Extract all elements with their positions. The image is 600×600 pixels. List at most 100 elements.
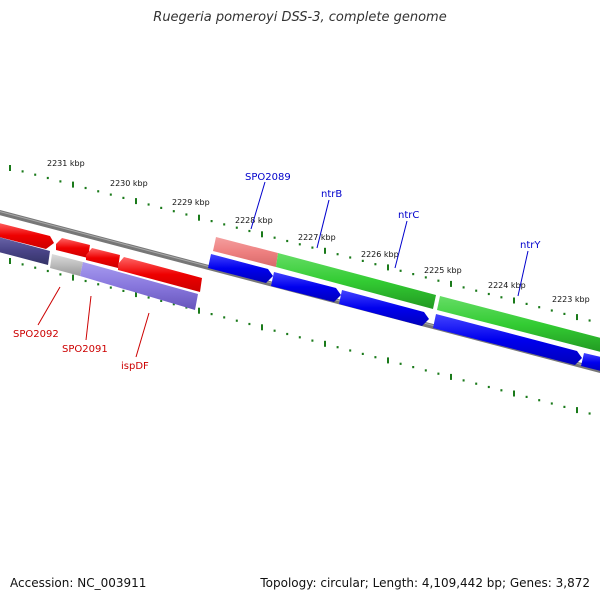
ruler-label: 2225 kbp <box>424 266 462 275</box>
reverse-strand-genes-lower <box>0 236 198 310</box>
gene-label-ntrC[interactable]: ntrC <box>398 210 419 221</box>
genome-summary-text: Topology: circular; Length: 4,109,442 bp… <box>260 576 590 590</box>
gene-label-ispDF[interactable]: ispDF <box>121 361 149 372</box>
leader-line <box>316 199 330 249</box>
ruler-minor-tick <box>563 312 566 315</box>
ruler-minor-tick <box>235 319 238 322</box>
ruler-minor-tick <box>412 273 415 276</box>
gene-arrow[interactable] <box>339 290 429 326</box>
ruler-minor-tick <box>21 170 24 173</box>
ruler-label: 2231 kbp <box>47 159 85 168</box>
ruler-minor-tick <box>374 263 377 266</box>
ruler-major-tick <box>450 373 452 380</box>
ruler-minor-tick <box>500 389 503 392</box>
gene-bar[interactable] <box>50 254 83 276</box>
ruler-major-tick <box>324 340 326 347</box>
ruler-minor-tick <box>361 352 364 355</box>
ruler-minor-tick <box>248 322 251 326</box>
forward-strand-genes-lower <box>208 254 600 372</box>
ruler-minor-tick <box>210 220 213 223</box>
gene-bar[interactable] <box>437 296 600 353</box>
ruler-major-tick <box>513 390 515 397</box>
gene-label-ntrB[interactable]: ntrB <box>321 189 342 200</box>
map-title: Ruegeria pomeroyi DSS-3, complete genome <box>153 10 447 25</box>
ruler-minor-tick <box>210 313 213 316</box>
ruler-minor-tick <box>84 279 87 283</box>
gene-label-SPO2089[interactable]: SPO2089 <box>245 172 291 183</box>
ruler-major-tick <box>72 274 74 281</box>
gene-bar[interactable] <box>0 236 50 265</box>
reverse-strand-genes-upper <box>0 222 202 292</box>
ruler-minor-tick <box>109 286 112 289</box>
gene-arrow[interactable] <box>581 353 600 372</box>
ruler-minor-tick <box>185 213 188 216</box>
gene-label-SPO2091[interactable]: SPO2091 <box>62 344 108 355</box>
ruler-minor-tick <box>21 263 24 266</box>
ruler-minor-tick <box>248 229 251 233</box>
ruler-minor-tick <box>462 286 465 289</box>
gene-arrow[interactable] <box>56 238 90 258</box>
ruler-major-tick <box>198 307 200 314</box>
leader-line <box>135 312 150 358</box>
gene-bar[interactable] <box>213 237 278 267</box>
gene-label-ntrY[interactable]: ntrY <box>520 240 541 251</box>
ruler-label: 2223 kbp <box>552 295 590 304</box>
ruler-major-tick <box>198 214 200 221</box>
ruler-minor-tick <box>437 279 440 282</box>
ruler-minor-tick <box>487 385 490 389</box>
ruler-minor-tick <box>286 239 289 243</box>
ruler-minor-tick <box>273 329 276 332</box>
ruler-minor-tick <box>588 319 591 322</box>
ruler-major-tick <box>387 264 389 271</box>
gene-bar[interactable] <box>276 253 436 309</box>
gene-arrow[interactable] <box>118 257 202 292</box>
ruler-label: 2229 kbp <box>172 198 210 207</box>
ruler-minor-tick <box>487 292 490 296</box>
ruler-major-tick <box>135 198 137 205</box>
ruler-major-tick <box>324 247 326 254</box>
ruler-minor-tick <box>59 273 62 276</box>
leader-line <box>250 181 266 230</box>
ruler-minor-tick <box>298 336 301 339</box>
gene-arrow[interactable] <box>433 314 582 365</box>
ruler-minor-tick <box>525 302 528 305</box>
ruler-minor-tick <box>462 379 465 382</box>
gene-arrow[interactable] <box>0 222 54 249</box>
ruler-label: 2227 kbp <box>298 233 336 242</box>
ruler-minor-tick <box>563 405 566 408</box>
ruler-minor-tick <box>34 173 37 176</box>
ruler-major-tick <box>72 181 74 188</box>
gene-label-SPO2092[interactable]: SPO2092 <box>13 329 59 340</box>
ruler-minor-tick <box>349 256 352 259</box>
leader-line <box>517 250 529 297</box>
ruler-minor-tick <box>223 223 226 226</box>
ruler-major-tick <box>261 231 263 238</box>
ruler-minor-tick <box>437 372 440 375</box>
gene-arrow[interactable] <box>208 254 273 283</box>
ruler-minor-tick <box>475 382 478 385</box>
ruler-minor-tick <box>525 395 528 398</box>
gene-bar[interactable] <box>80 262 198 310</box>
ruler-minor-tick <box>424 276 427 279</box>
ruler-minor-tick <box>122 289 125 292</box>
ruler-minor-tick <box>336 346 339 349</box>
ruler-minor-tick <box>550 402 553 405</box>
ruler-minor-tick <box>97 283 100 286</box>
ruler-label: 2230 kbp <box>110 179 148 188</box>
ruler-major-tick <box>135 291 137 298</box>
ruler-minor-tick <box>172 210 175 213</box>
ruler-minor-tick <box>109 193 112 196</box>
ruler-major-tick <box>9 165 11 171</box>
ruler-minor-tick <box>500 296 503 299</box>
ruler-minor-tick <box>412 366 415 369</box>
ruler-minor-tick <box>122 196 125 199</box>
ruler-minor-tick <box>550 309 553 312</box>
ruler-minor-tick <box>172 303 175 306</box>
ruler-major-tick <box>387 357 389 364</box>
ruler-minor-tick <box>147 203 150 206</box>
ruler-minor-tick <box>374 356 377 359</box>
gene-arrow[interactable] <box>86 248 120 268</box>
ruler-minor-tick <box>46 176 49 180</box>
gene-arrow[interactable] <box>271 272 341 302</box>
ruler-minor-tick <box>34 266 37 269</box>
